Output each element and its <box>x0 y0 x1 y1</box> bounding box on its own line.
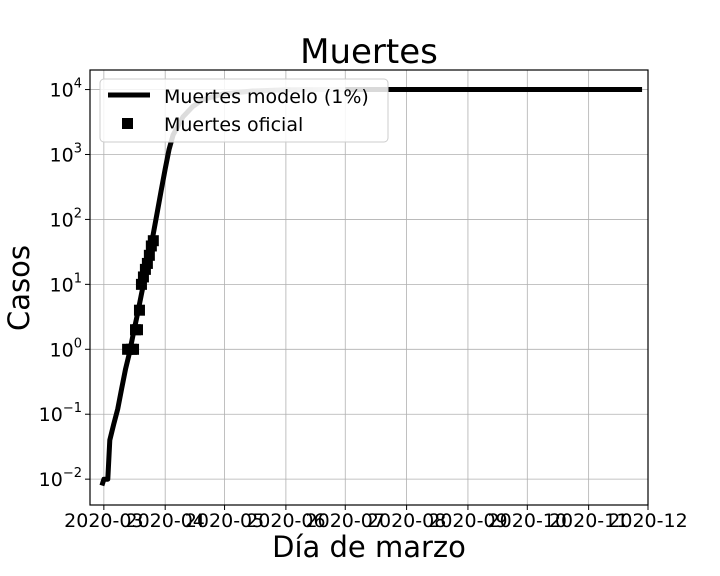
x-tick-label: 2020-09 <box>428 510 507 532</box>
official-point <box>131 324 143 336</box>
x-tick-label: 2020-07 <box>306 510 385 532</box>
official-point <box>133 304 145 316</box>
official-point <box>135 278 147 290</box>
y-axis-ticks: 10−2 10−1 100 101 102 103 104 <box>39 77 90 491</box>
legend-entry-official: Muertes oficial <box>164 114 303 136</box>
y-tick-label: 10−1 <box>39 401 82 426</box>
x-axis-label: Día de marzo <box>272 530 466 564</box>
official-point <box>141 257 153 269</box>
x-tick-label: 2020-03 <box>64 510 143 532</box>
y-tick-label: 103 <box>50 141 82 166</box>
legend-square-marker <box>122 118 133 129</box>
plot-frame <box>89 69 649 506</box>
y-axis-label: Casos <box>2 245 36 331</box>
x-tick-label: 2020-05 <box>185 510 264 532</box>
y-tick-label: 102 <box>50 206 82 231</box>
official-point <box>137 271 149 283</box>
legend: Muertes modelo (1%) Muertes oficial <box>99 78 389 143</box>
y-tick-label: 100 <box>50 336 82 361</box>
plot-area <box>99 87 643 487</box>
x-tick-label: 2020-08 <box>367 510 446 532</box>
official-point <box>147 235 159 247</box>
x-tick-label: 2020-11 <box>549 510 628 532</box>
x-tick-label: 2020-06 <box>246 510 325 532</box>
official-point <box>139 263 151 275</box>
y-tick-label: 10−2 <box>39 466 82 491</box>
x-tick-label: 2020-12 <box>608 510 687 532</box>
x-tick-label: 2020-10 <box>488 510 567 532</box>
legend-entry-model: Muertes modelo (1%) <box>164 86 369 108</box>
official-point <box>128 343 140 355</box>
x-tick-label: 2020-04 <box>125 510 204 532</box>
model-series-line <box>99 87 643 487</box>
y-tick-label: 101 <box>50 271 82 296</box>
chart-title: Muertes <box>300 32 438 72</box>
legend-box <box>99 78 389 143</box>
official-point <box>143 249 155 261</box>
y-tick-label: 104 <box>50 77 82 102</box>
x-axis-ticks: 2020-032020-042020-052020-062020-072020-… <box>64 505 688 532</box>
